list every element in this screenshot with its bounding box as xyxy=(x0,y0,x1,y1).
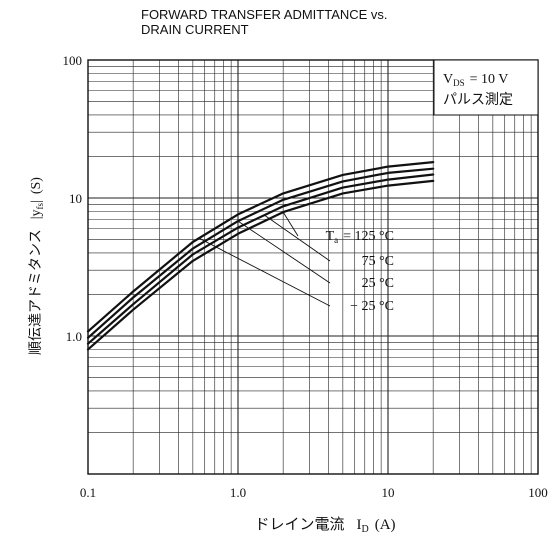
series-label-3: 25 °C xyxy=(362,276,394,291)
x-axis-label-sub: D xyxy=(361,524,368,535)
chart-title-line-1: FORWARD TRANSFER ADMITTANCE vs. xyxy=(141,7,388,22)
grid xyxy=(88,60,538,474)
y-tick-label: 100 xyxy=(63,53,83,68)
series-line-3 xyxy=(86,167,435,339)
series-line-1 xyxy=(86,179,435,351)
series-lines xyxy=(86,161,435,351)
condition-box-frame xyxy=(433,59,539,116)
condition-vds: VDS = 10 V xyxy=(443,72,508,88)
x-tick-label: 100 xyxy=(528,485,548,500)
series-leader-line-4 xyxy=(198,237,331,307)
series-label-4: − 25 °C xyxy=(350,299,394,314)
y-axis-label-unit: (S) xyxy=(29,177,44,194)
x-tick-label: 0.1 xyxy=(80,485,96,500)
series-labels: Ta = 125 °C 75 °C 25 °C − 25 °C xyxy=(326,229,394,314)
series-leader-line-3 xyxy=(237,220,331,284)
tick-labels: 0.1 1.0 10 100 100 10 1.0 xyxy=(63,53,548,500)
chart-title: FORWARD TRANSFER ADMITTANCE vs. DRAIN CU… xyxy=(141,7,388,37)
x-axis-label-var: I xyxy=(356,517,361,533)
series-leader-line-2 xyxy=(264,214,331,262)
series-label-1: Ta = 125 °C xyxy=(326,229,394,245)
y-axis-label-main: 順伝達アドミタンス xyxy=(28,229,44,355)
chart-title-line-2: DRAIN CURRENT xyxy=(141,22,249,37)
condition-vds-value: = 10 V xyxy=(470,72,509,87)
condition-note: パルス測定 xyxy=(443,92,513,108)
series-line-4 xyxy=(86,161,435,333)
y-axis-label-bars: |y xyxy=(29,209,44,219)
condition-box: VDS = 10 V パルス測定 xyxy=(433,59,539,116)
series-line-2 xyxy=(86,173,435,345)
x-tick-label: 1.0 xyxy=(230,485,246,500)
condition-vds-sub: DS xyxy=(453,78,465,88)
x-tick-label: 10 xyxy=(382,485,395,500)
y-axis-label: 順伝達アドミタンス|yfs|(S) xyxy=(28,177,45,355)
series-leader-lines xyxy=(198,211,331,307)
condition-vds-var: V xyxy=(443,72,453,87)
plot-frame xyxy=(87,59,539,475)
series-label-text: = 125 °C xyxy=(343,229,394,244)
x-axis-label-main: ドレイン電流 xyxy=(254,516,344,533)
x-axis-label: ドレイン電流 ID (A) xyxy=(254,516,395,535)
series-label-2: 75 °C xyxy=(362,254,394,269)
y-tick-label: 1.0 xyxy=(66,329,82,344)
series-label-prefix-sub: a xyxy=(334,235,338,245)
x-axis-label-unit: (A) xyxy=(375,517,396,533)
series-label-prefix: T xyxy=(326,229,335,244)
series-leader-line-1 xyxy=(282,211,299,237)
y-tick-label: 10 xyxy=(69,191,82,206)
y-axis-label-sub: fs xyxy=(35,202,45,209)
